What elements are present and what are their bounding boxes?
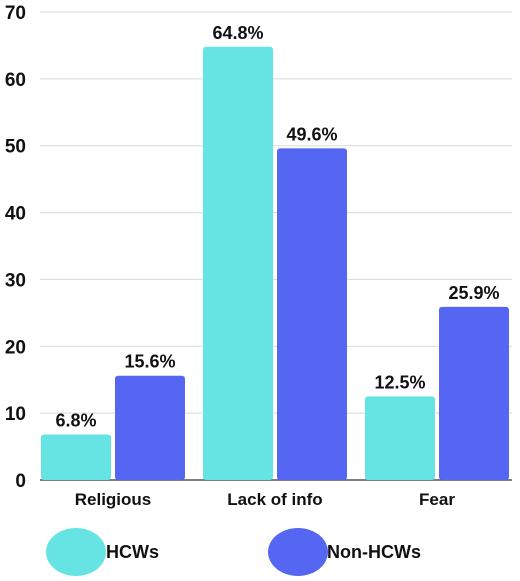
legend-swatch-hcws bbox=[46, 528, 106, 576]
y-tick-label: 10 bbox=[5, 404, 26, 425]
data-labels: 6.8% 64.8% 12.5% 15.6% 49.6% 25.9% bbox=[55, 23, 499, 431]
data-label: 25.9% bbox=[448, 283, 499, 303]
x-tick-label: Fear bbox=[419, 490, 455, 509]
y-axis: 0 10 20 30 40 50 60 70 bbox=[5, 3, 26, 492]
data-label: 6.8% bbox=[55, 411, 96, 431]
x-tick-label: Religious bbox=[75, 490, 152, 509]
legend-swatch-non-hcws bbox=[268, 528, 328, 576]
legend: HCWs Non-HCWs bbox=[46, 528, 421, 576]
data-label: 49.6% bbox=[286, 124, 337, 144]
x-axis: Religious Lack of info Fear bbox=[75, 490, 456, 509]
bar-non-hcws-religious bbox=[115, 375, 185, 480]
bar-non-hcws-fear bbox=[439, 306, 509, 480]
y-tick-label: 60 bbox=[5, 70, 26, 91]
bar-hcws-lack-of-info bbox=[203, 46, 273, 480]
y-tick-label: 30 bbox=[5, 270, 26, 291]
data-label: 12.5% bbox=[374, 372, 425, 392]
data-label: 64.8% bbox=[212, 23, 263, 43]
legend-label-hcws: HCWs bbox=[106, 542, 159, 562]
y-tick-label: 20 bbox=[5, 337, 26, 358]
bars bbox=[41, 46, 509, 481]
bar-hcws-fear bbox=[365, 396, 435, 480]
bar-non-hcws-lack-of-info bbox=[277, 148, 347, 481]
legend-label-non-hcws: Non-HCWs bbox=[327, 542, 421, 562]
y-tick-label: 40 bbox=[5, 204, 26, 225]
y-tick-label: 0 bbox=[15, 471, 26, 492]
data-label: 15.6% bbox=[124, 352, 175, 372]
x-tick-label: Lack of info bbox=[227, 490, 322, 509]
y-tick-label: 70 bbox=[5, 3, 26, 24]
bar-hcws-religious bbox=[41, 434, 111, 480]
y-tick-label: 50 bbox=[5, 137, 26, 158]
